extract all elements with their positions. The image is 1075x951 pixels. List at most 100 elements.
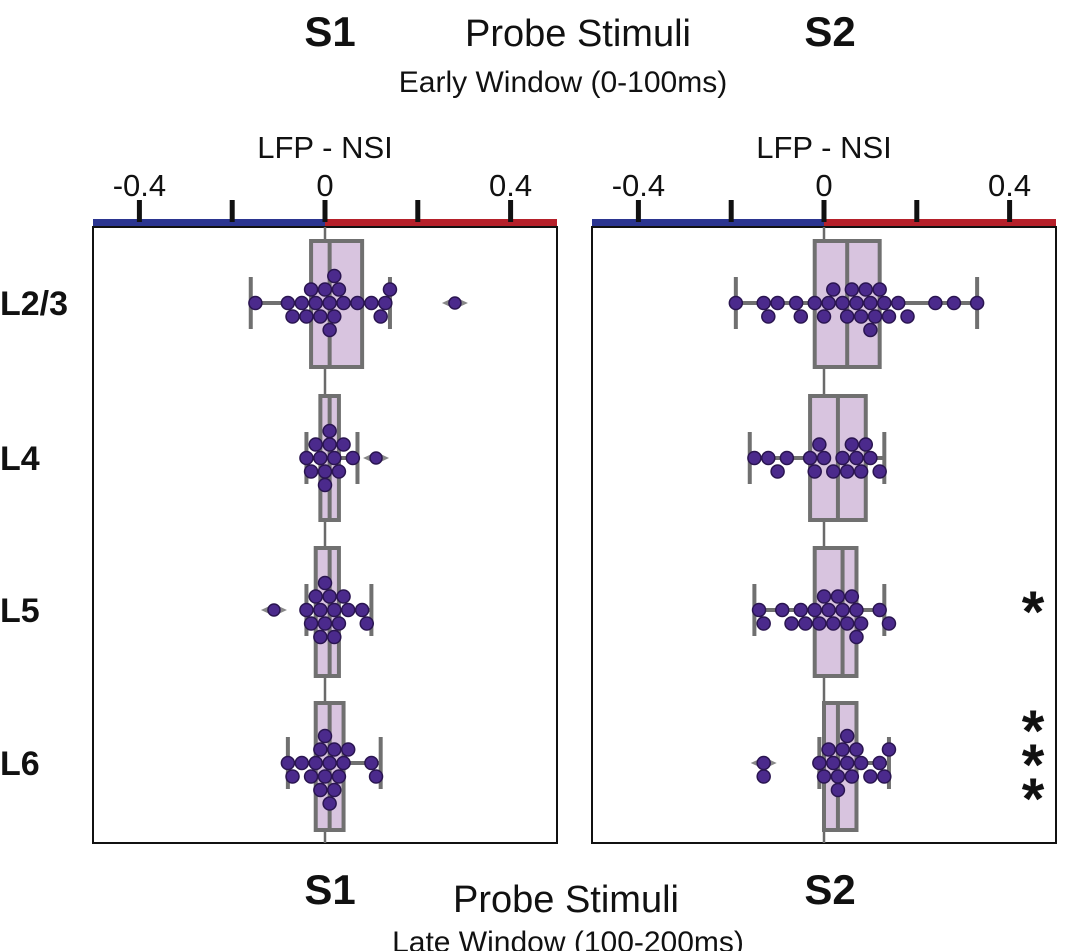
data-point bbox=[835, 602, 850, 618]
data-point bbox=[807, 602, 822, 618]
data-point bbox=[382, 282, 398, 297]
data-point bbox=[317, 575, 333, 591]
data-point bbox=[294, 755, 310, 771]
data-point bbox=[835, 295, 850, 311]
data-point bbox=[881, 742, 897, 757]
data-point bbox=[821, 742, 836, 757]
layer-label-3: L6 bbox=[0, 745, 40, 783]
data-point bbox=[728, 295, 744, 311]
data-point bbox=[853, 464, 869, 479]
header-bottom: S1 Probe Stimuli S2 Late Window (100-200… bbox=[304, 866, 855, 951]
significance-marker: * * * bbox=[1022, 699, 1045, 832]
header-bottom-subtitle: Late Window (100-200ms) bbox=[392, 926, 744, 951]
data-point bbox=[327, 782, 342, 798]
data-point bbox=[303, 282, 319, 297]
x-tick-label: -0.4 bbox=[113, 168, 166, 203]
data-point bbox=[826, 755, 841, 771]
data-point bbox=[285, 769, 300, 784]
axis-bar-negative bbox=[93, 219, 325, 226]
data-point bbox=[294, 295, 310, 311]
layer-label-1: L4 bbox=[0, 440, 40, 478]
data-point bbox=[317, 477, 333, 493]
data-point bbox=[308, 755, 323, 771]
data-point bbox=[844, 282, 860, 297]
data-point bbox=[299, 602, 314, 618]
data-point bbox=[835, 742, 850, 757]
axis-bar-positive bbox=[325, 219, 557, 226]
data-point bbox=[812, 755, 827, 771]
outlier-point bbox=[267, 603, 281, 617]
outlier-point bbox=[369, 451, 383, 465]
data-point bbox=[317, 282, 333, 297]
significance-marker: * bbox=[1022, 580, 1045, 645]
data-point bbox=[816, 450, 832, 466]
data-point bbox=[299, 450, 314, 466]
data-point bbox=[322, 437, 337, 452]
data-point bbox=[779, 450, 795, 466]
data-point bbox=[807, 464, 822, 479]
data-point bbox=[303, 616, 319, 631]
layer-label-0: L2/3 bbox=[0, 285, 68, 323]
data-point bbox=[798, 616, 813, 631]
data-point bbox=[853, 755, 869, 771]
header-top-s2-label: S2 bbox=[804, 8, 855, 55]
header-top-s1-label: S1 bbox=[304, 8, 355, 55]
data-point bbox=[793, 309, 809, 324]
data-point bbox=[761, 309, 776, 324]
data-point bbox=[303, 769, 319, 784]
data-point bbox=[872, 464, 887, 479]
data-point bbox=[881, 616, 897, 631]
data-point bbox=[345, 450, 361, 466]
data-point bbox=[839, 464, 855, 479]
data-point bbox=[877, 769, 892, 784]
data-point bbox=[774, 602, 790, 618]
header-bottom-center-label: Probe Stimuli bbox=[453, 879, 679, 921]
data-point bbox=[308, 295, 323, 311]
data-point bbox=[327, 450, 342, 466]
axis-bar-positive bbox=[824, 219, 1056, 226]
data-point bbox=[327, 268, 342, 284]
data-point bbox=[872, 755, 887, 771]
header-top: S1 Probe Stimuli S2 Early Window (0-100m… bbox=[304, 8, 855, 99]
data-point bbox=[881, 309, 897, 324]
data-point bbox=[327, 742, 342, 757]
data-point bbox=[788, 295, 804, 311]
data-point bbox=[336, 589, 351, 604]
data-point bbox=[299, 309, 314, 324]
data-point bbox=[313, 629, 328, 645]
data-point bbox=[928, 295, 943, 311]
data-point bbox=[807, 295, 822, 311]
data-point bbox=[313, 602, 328, 618]
data-point bbox=[844, 437, 860, 452]
x-tick-label: 0.4 bbox=[988, 168, 1031, 203]
data-point bbox=[839, 728, 855, 744]
data-point bbox=[322, 295, 337, 311]
data-point bbox=[756, 295, 771, 311]
data-point bbox=[872, 282, 887, 297]
data-point bbox=[849, 742, 864, 757]
data-point bbox=[802, 450, 818, 466]
data-point bbox=[327, 629, 342, 645]
data-point bbox=[368, 769, 384, 784]
data-point bbox=[793, 602, 809, 618]
data-point bbox=[835, 450, 850, 466]
data-point bbox=[844, 589, 860, 604]
data-point bbox=[839, 309, 855, 324]
data-point bbox=[812, 437, 827, 452]
data-point bbox=[867, 309, 883, 324]
data-point bbox=[340, 602, 356, 618]
data-point bbox=[849, 629, 864, 645]
data-point bbox=[313, 742, 328, 757]
data-point bbox=[317, 728, 333, 744]
data-point bbox=[863, 769, 878, 784]
data-point bbox=[863, 450, 878, 466]
data-point bbox=[816, 769, 832, 784]
data-point bbox=[839, 755, 855, 771]
data-point bbox=[331, 616, 347, 631]
data-point bbox=[830, 589, 846, 604]
x-tick-label: 0 bbox=[316, 168, 333, 203]
data-point bbox=[890, 295, 906, 311]
data-point bbox=[821, 602, 836, 618]
data-point bbox=[770, 464, 785, 479]
data-point bbox=[350, 295, 365, 311]
